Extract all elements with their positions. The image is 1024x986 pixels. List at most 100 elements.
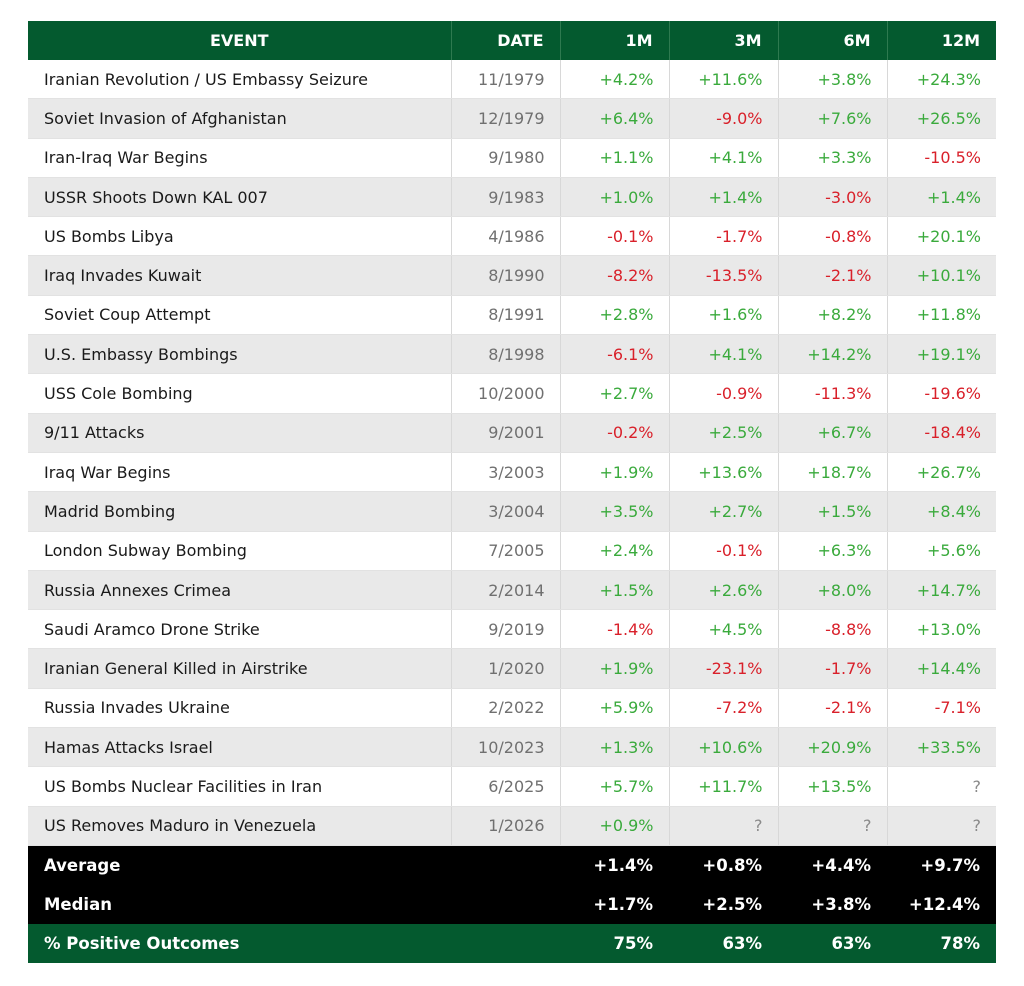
event-name-cell: U.S. Embassy Bombings bbox=[28, 334, 452, 375]
return-6m-cell: +3.8% bbox=[778, 60, 888, 100]
return-12m-cell: +14.4% bbox=[887, 648, 996, 689]
return-1m-cell: +1.9% bbox=[560, 452, 670, 493]
return-3m-cell: +4.5% bbox=[669, 609, 779, 650]
return-12m-cell: -18.4% bbox=[887, 413, 996, 453]
return-3m-cell: -7.2% bbox=[669, 688, 779, 729]
return-3m-cell: +11.7% bbox=[669, 766, 779, 807]
event-date-cell: 3/2003 bbox=[451, 452, 561, 493]
return-1m-cell: -1.4% bbox=[560, 609, 670, 650]
event-date-cell: 8/1990 bbox=[451, 255, 561, 296]
table-row: 9/11 Attacks 9/2001 -0.2% +2.5% +6.7% -18.4% bbox=[28, 413, 996, 453]
event-date-cell: 9/2001 bbox=[451, 413, 561, 453]
return-1m-cell: +4.2% bbox=[560, 60, 670, 100]
table-row: Iran-Iraq War Begins 9/1980 +1.1% +4.1% +3.3… bbox=[28, 138, 996, 178]
column-header-6m: 6M bbox=[778, 21, 888, 60]
return-12m-cell: -19.6% bbox=[887, 373, 996, 414]
table-row: Iranian General Killed in Airstrike 1/202… bbox=[28, 648, 996, 689]
event-date-cell: 7/2005 bbox=[451, 531, 561, 571]
event-name-cell: Madrid Bombing bbox=[28, 491, 452, 532]
return-6m-cell: +8.2% bbox=[778, 295, 888, 336]
table-row: Soviet Coup Attempt 8/1991 +2.8% +1.6% +8.2%… bbox=[28, 295, 996, 336]
event-name-cell: Saudi Aramco Drone Strike bbox=[28, 609, 452, 650]
event-date-cell: 4/1986 bbox=[451, 216, 561, 257]
return-12m-cell: -7.1% bbox=[887, 688, 996, 729]
event-name-cell: US Bombs Libya bbox=[28, 216, 452, 257]
return-6m-cell: +6.3% bbox=[778, 531, 888, 571]
return-3m-cell: +13.6% bbox=[669, 452, 779, 493]
return-3m-cell: -0.1% bbox=[669, 531, 779, 571]
summary-label: % Positive Outcomes bbox=[28, 923, 560, 963]
event-date-cell: 1/2020 bbox=[451, 648, 561, 689]
return-3m-cell: +11.6% bbox=[669, 60, 779, 100]
return-6m-cell: +7.6% bbox=[778, 98, 888, 139]
event-name-cell: Hamas Attacks Israel bbox=[28, 727, 452, 768]
summary-12m-value: +12.4% bbox=[887, 884, 996, 924]
return-6m-cell: -3.0% bbox=[778, 177, 888, 218]
event-date-cell: 8/1998 bbox=[451, 334, 561, 375]
event-date-cell: 10/2023 bbox=[451, 727, 561, 768]
average-row: Average +1.4% +0.8% +4.4% +9.7% bbox=[28, 845, 996, 885]
return-3m-cell: -9.0% bbox=[669, 98, 779, 139]
event-date-cell: 11/1979 bbox=[451, 60, 561, 100]
event-date-cell: 2/2014 bbox=[451, 570, 561, 611]
return-6m-cell: +8.0% bbox=[778, 570, 888, 611]
return-6m-cell: ? bbox=[778, 806, 888, 846]
event-name-cell: Iran-Iraq War Begins bbox=[28, 138, 452, 178]
summary-label: Average bbox=[28, 845, 560, 885]
column-header-3m: 3M bbox=[669, 21, 779, 60]
return-3m-cell: -1.7% bbox=[669, 216, 779, 257]
return-1m-cell: +1.3% bbox=[560, 727, 670, 768]
return-1m-cell: +1.9% bbox=[560, 648, 670, 689]
table-row: Iraq Invades Kuwait 8/1990 -8.2% -13.5% -2.1… bbox=[28, 255, 996, 296]
event-date-cell: 8/1991 bbox=[451, 295, 561, 336]
column-header-12m: 12M bbox=[887, 21, 996, 60]
median-row: Median +1.7% +2.5% +3.8% +12.4% bbox=[28, 884, 996, 924]
return-1m-cell: +5.7% bbox=[560, 766, 670, 807]
return-3m-cell: +4.1% bbox=[669, 334, 779, 375]
event-name-cell: Iranian General Killed in Airstrike bbox=[28, 648, 452, 689]
events-table: EVENT DATE 1M 3M 6M 12M Iranian Revoluti… bbox=[28, 21, 996, 963]
header-row: EVENT DATE 1M 3M 6M 12M bbox=[28, 21, 996, 60]
table-row: U.S. Embassy Bombings 8/1998 -6.1% +4.1% +14… bbox=[28, 334, 996, 375]
summary-3m-value: +2.5% bbox=[669, 884, 778, 924]
event-name-cell: Russia Annexes Crimea bbox=[28, 570, 452, 611]
summary-6m-value: +3.8% bbox=[778, 884, 887, 924]
table-row: USS Cole Bombing 10/2000 +2.7% -0.9% -11.3% -… bbox=[28, 373, 996, 414]
return-6m-cell: +14.2% bbox=[778, 334, 888, 375]
event-name-cell: US Removes Maduro in Venezuela bbox=[28, 806, 452, 846]
table-row: Iranian Revolution / US Embassy Seizure 1… bbox=[28, 60, 996, 100]
return-12m-cell: +19.1% bbox=[887, 334, 996, 375]
event-name-cell: Iraq Invades Kuwait bbox=[28, 255, 452, 296]
return-12m-cell: +24.3% bbox=[887, 60, 996, 100]
summary-1m-value: 75% bbox=[560, 923, 669, 963]
return-6m-cell: +20.9% bbox=[778, 727, 888, 768]
return-6m-cell: -2.1% bbox=[778, 688, 888, 729]
event-date-cell: 12/1979 bbox=[451, 98, 561, 139]
column-header-event: EVENT bbox=[28, 21, 452, 60]
return-6m-cell: +6.7% bbox=[778, 413, 888, 453]
summary-6m-value: 63% bbox=[778, 923, 887, 963]
return-6m-cell: +18.7% bbox=[778, 452, 888, 493]
event-date-cell: 9/1983 bbox=[451, 177, 561, 218]
return-12m-cell: +26.5% bbox=[887, 98, 996, 139]
return-1m-cell: +1.0% bbox=[560, 177, 670, 218]
event-date-cell: 2/2022 bbox=[451, 688, 561, 729]
return-3m-cell: +1.4% bbox=[669, 177, 779, 218]
column-header-1m: 1M bbox=[560, 21, 670, 60]
summary-12m-value: 78% bbox=[887, 923, 996, 963]
return-1m-cell: +1.5% bbox=[560, 570, 670, 611]
return-12m-cell: +11.8% bbox=[887, 295, 996, 336]
event-date-cell: 1/2026 bbox=[451, 806, 561, 846]
return-3m-cell: -23.1% bbox=[669, 648, 779, 689]
event-date-cell: 10/2000 bbox=[451, 373, 561, 414]
event-name-cell: 9/11 Attacks bbox=[28, 413, 452, 453]
return-3m-cell: +10.6% bbox=[669, 727, 779, 768]
positive-outcomes-row: % Positive Outcomes 75% 63% 63% 78% bbox=[28, 923, 996, 963]
table-row: US Bombs Libya 4/1986 -0.1% -1.7% -0.8% +20.1… bbox=[28, 216, 996, 257]
return-1m-cell: -8.2% bbox=[560, 255, 670, 296]
table-row: USSR Shoots Down KAL 007 9/1983 +1.0% +1.4%… bbox=[28, 177, 996, 218]
return-6m-cell: -2.1% bbox=[778, 255, 888, 296]
return-1m-cell: -0.2% bbox=[560, 413, 670, 453]
table-row: Saudi Aramco Drone Strike 9/2019 -1.4% +4.5… bbox=[28, 609, 996, 650]
table-row: US Bombs Nuclear Facilities in Iran 6/202… bbox=[28, 766, 996, 807]
